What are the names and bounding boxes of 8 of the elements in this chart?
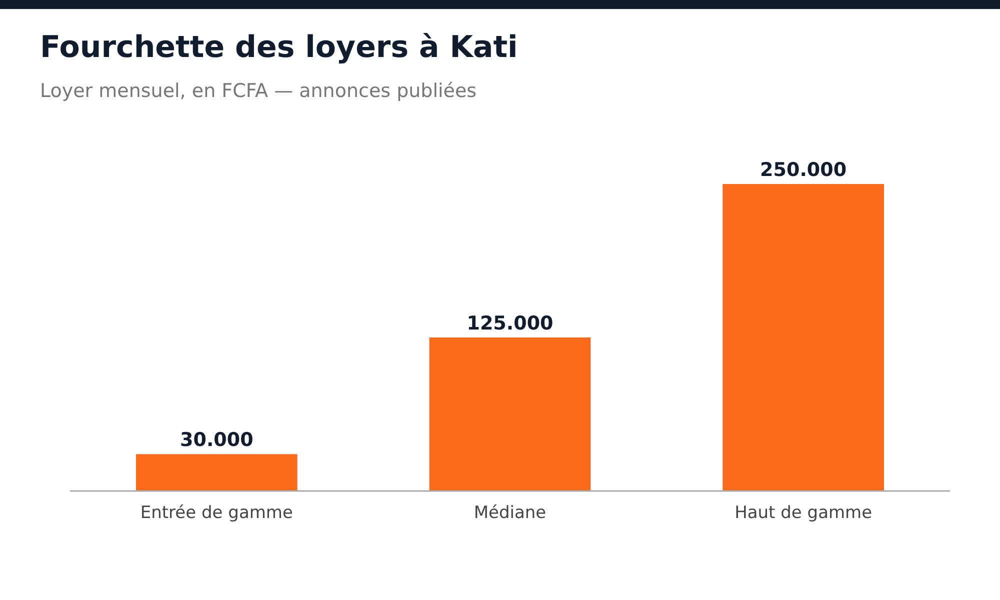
data-label: 125.000 (466, 312, 554, 334)
chart-title: Fourchette des loyers à Kati (40, 30, 518, 65)
x-tick-label: Entrée de gamme (140, 503, 293, 523)
data-label: 30.000 (180, 429, 254, 452)
x-tick-label: Haut de gamme (734, 503, 872, 523)
chart-subtitle: Loyer mensuel, en FCFA — annonces publiées (40, 80, 477, 102)
data-label: 250.000 (760, 159, 847, 181)
x-tick-label: Médiane (474, 503, 546, 523)
